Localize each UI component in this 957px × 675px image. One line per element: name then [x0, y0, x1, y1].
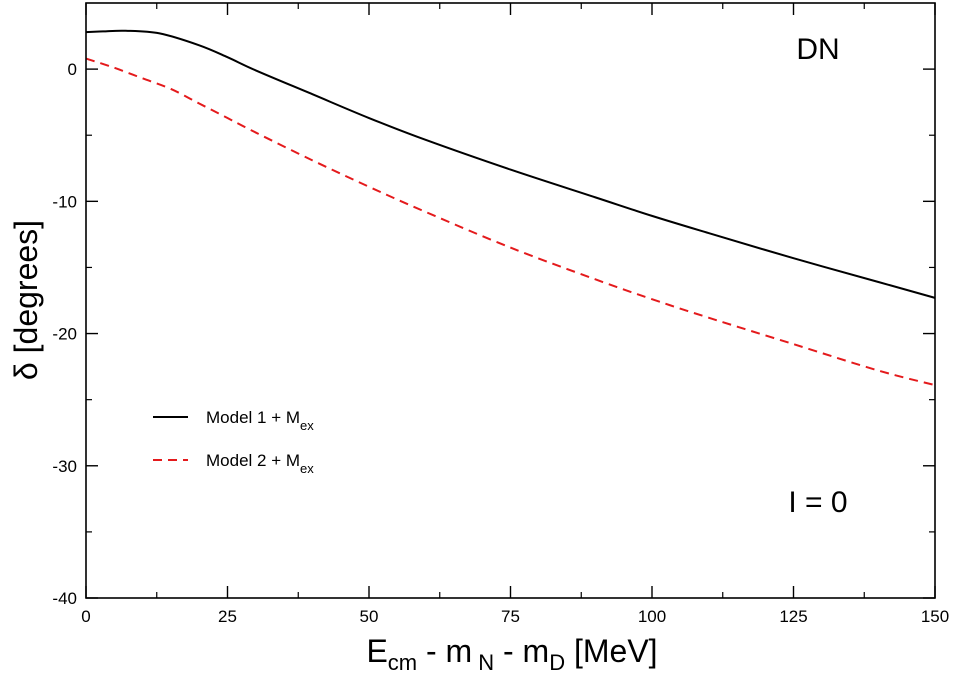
series-line-model-1 [85, 29, 936, 299]
x-tick-label: 150 [921, 607, 949, 626]
y-axis-title: δ [degrees] [8, 220, 44, 380]
legend-label-model-2: Model 2 + Mex [206, 451, 314, 476]
x-tick-label: 125 [779, 607, 807, 626]
x-tick-label: 100 [638, 607, 666, 626]
x-tick-label: 50 [360, 607, 379, 626]
y-tick-label: -40 [52, 589, 77, 608]
plot-frame [85, 2, 936, 599]
y-tick-label: -30 [52, 457, 77, 476]
legend: Model 1 + Mex Model 2 + Mex [153, 408, 314, 476]
x-tick-label: 25 [218, 607, 237, 626]
x-tick-label: 75 [501, 607, 520, 626]
series-line-model-2 [85, 57, 936, 387]
y-tick-label: -20 [52, 325, 77, 344]
x-tick-label: 0 [81, 607, 90, 626]
annotation-isospin: I = 0 [788, 486, 847, 519]
legend-label-model-1: Model 1 + Mex [206, 408, 314, 433]
series-layer [85, 29, 936, 387]
ticks-layer: 0 25 50 75 100 125 150 0 -10 -20 -30 -40 [52, 3, 949, 626]
annotation-dn: DN [796, 33, 839, 66]
y-tick-label: -10 [52, 192, 77, 211]
y-tick-label: 0 [68, 60, 77, 79]
